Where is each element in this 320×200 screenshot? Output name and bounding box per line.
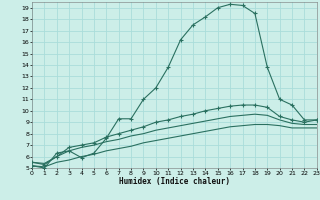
X-axis label: Humidex (Indice chaleur): Humidex (Indice chaleur) <box>119 177 230 186</box>
